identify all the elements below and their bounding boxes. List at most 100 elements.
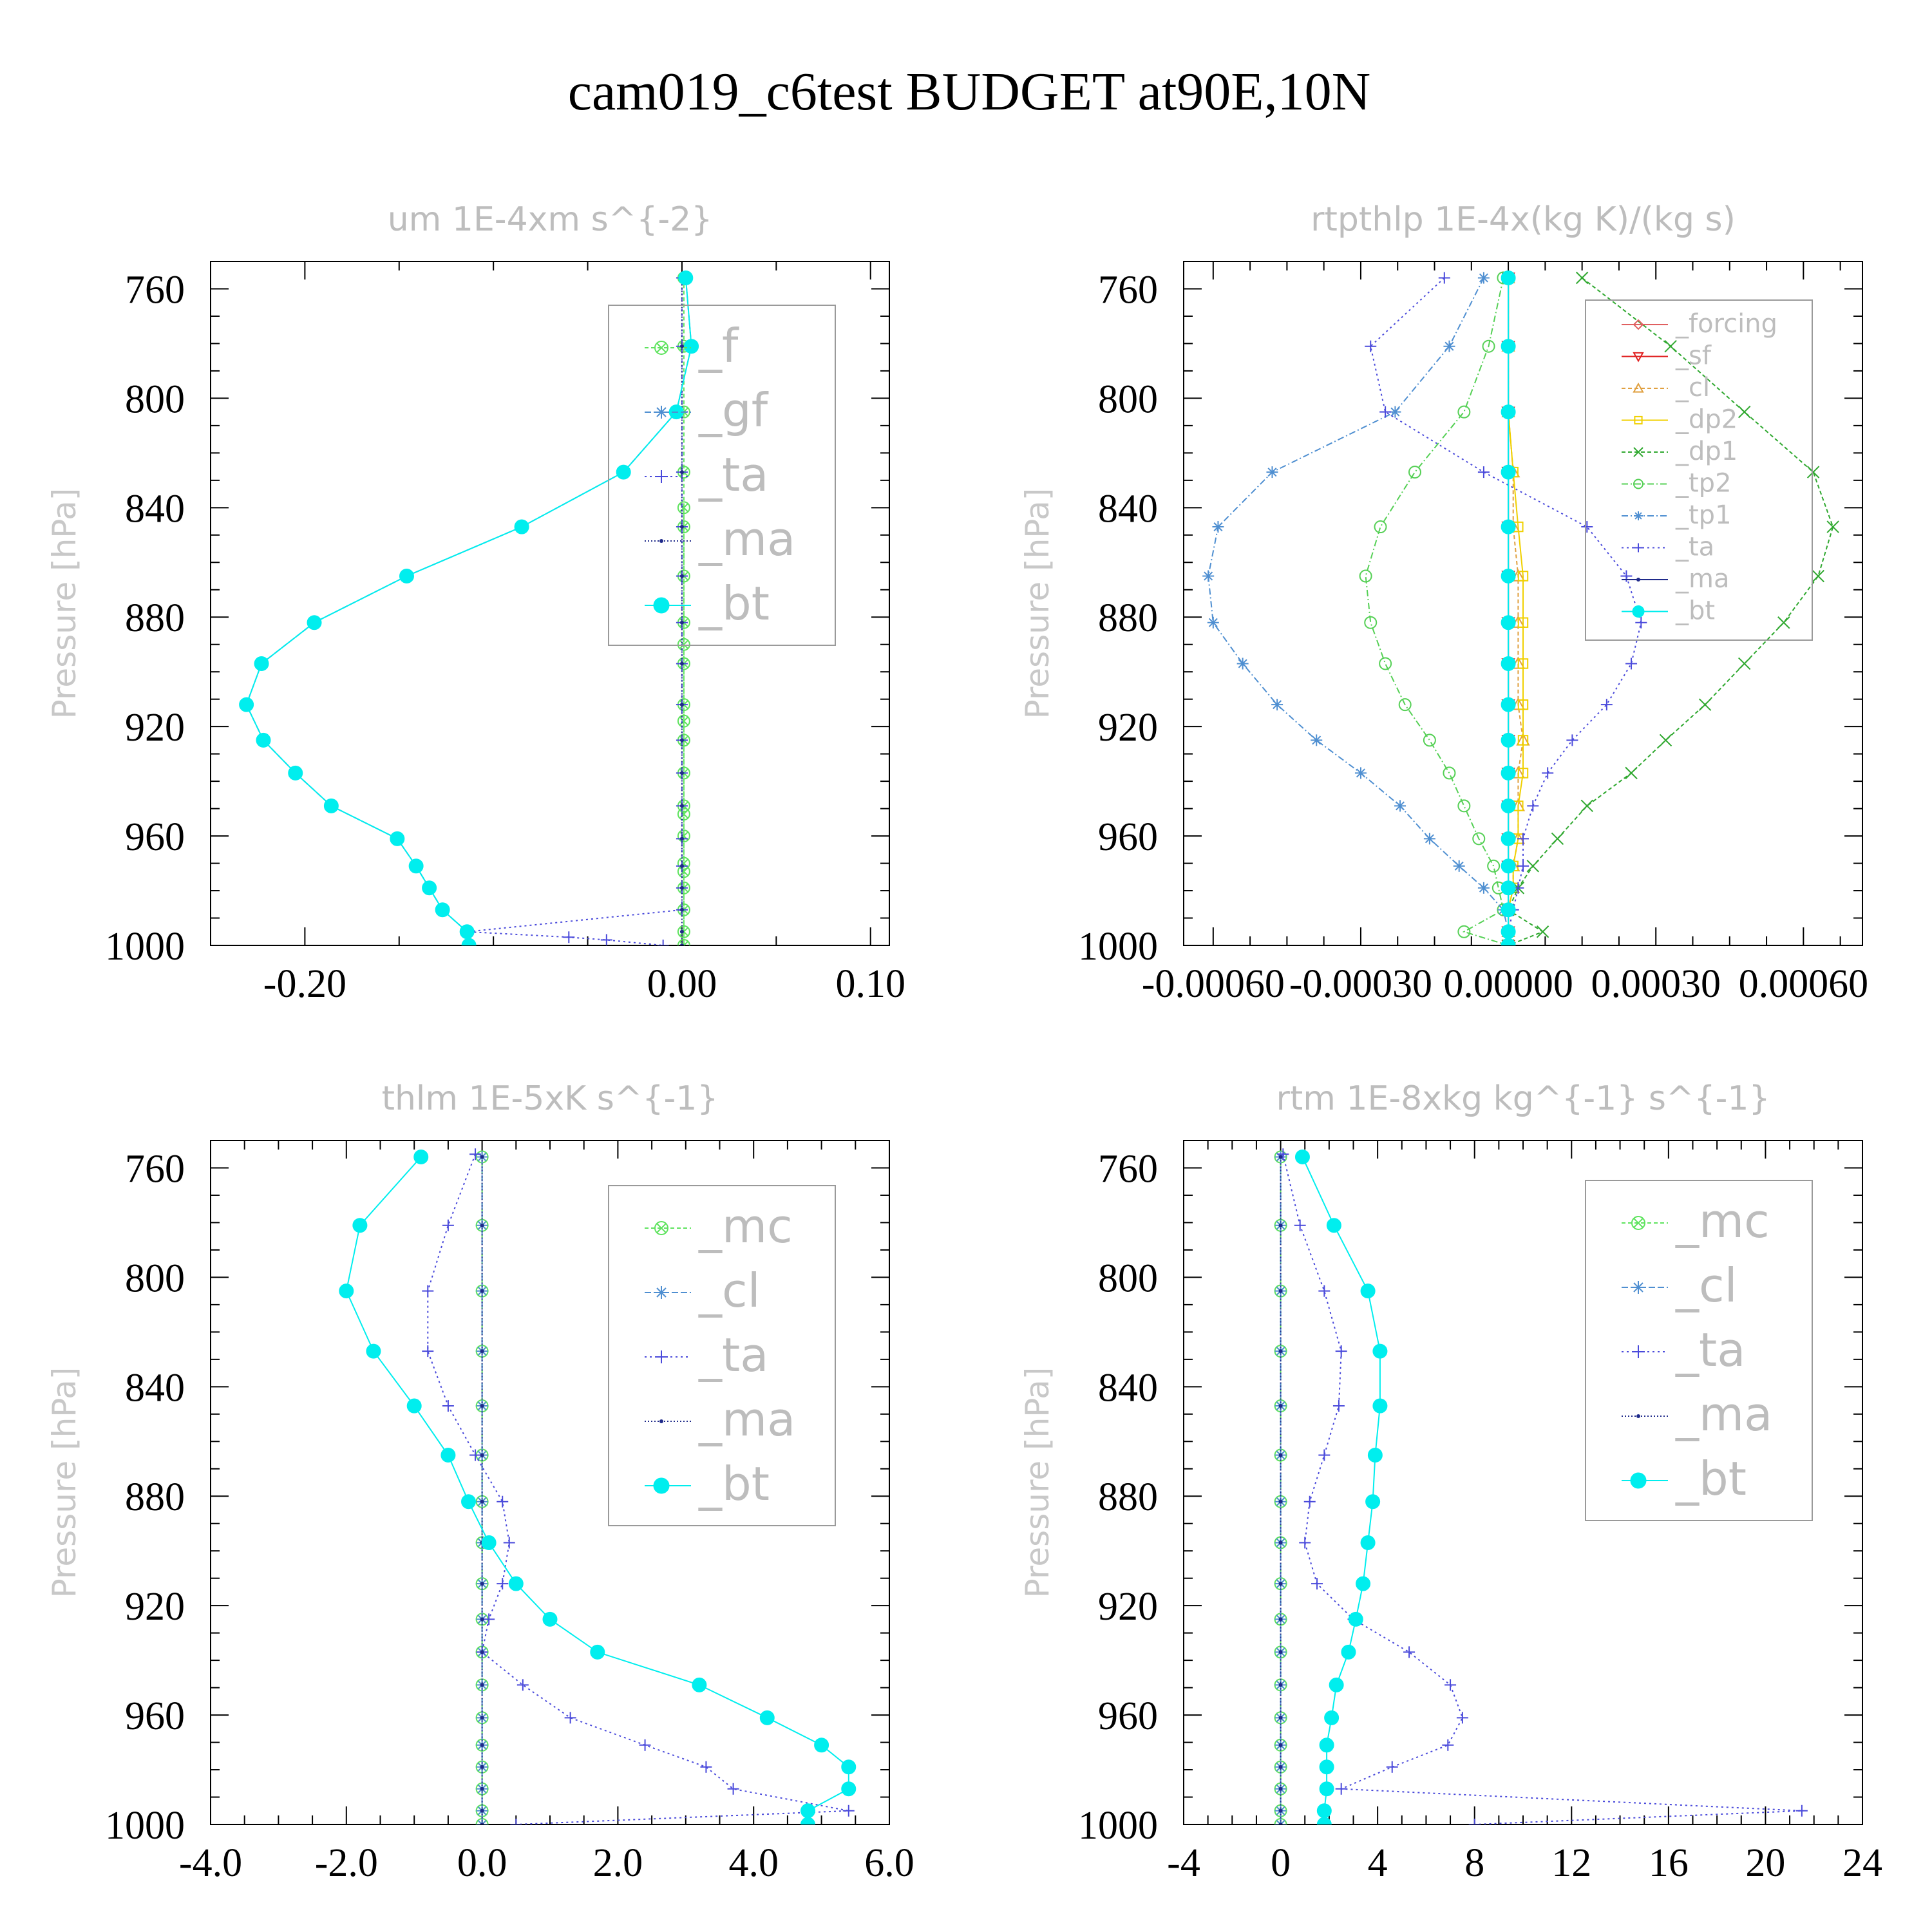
- data-point: [679, 771, 684, 775]
- data-point: [1379, 406, 1392, 418]
- data-point: [481, 1535, 497, 1550]
- legend-marker: [1634, 543, 1643, 553]
- legend-marker: [653, 597, 670, 614]
- y-tick-label: 800: [125, 1256, 185, 1300]
- legend: _f _gf _ta _ma _bt: [608, 305, 836, 646]
- y-tick-label: 960: [1098, 815, 1158, 859]
- data-point: [497, 1495, 509, 1508]
- data-point: [1278, 1289, 1283, 1293]
- y-tick-label: 880: [125, 1475, 185, 1519]
- data-point: [1501, 656, 1516, 671]
- data-point: [563, 931, 575, 943]
- legend-entry: _ta: [645, 448, 768, 502]
- x-tick-label: 24: [1842, 1841, 1882, 1885]
- data-point: [503, 1537, 515, 1549]
- legend-label: _bt: [698, 576, 770, 630]
- data-point: [1278, 1223, 1283, 1227]
- data-point: [1356, 1576, 1371, 1591]
- data-point: [510, 1819, 522, 1824]
- data-point: [1527, 800, 1539, 812]
- data-point: [1386, 1761, 1398, 1773]
- data-point: [1600, 699, 1613, 711]
- data-point: [1517, 735, 1529, 746]
- y-tick-label: 1000: [105, 1804, 185, 1848]
- y-axis-label: Pressure [hPa]: [1019, 1367, 1056, 1598]
- series-bt: [1294, 1149, 1388, 1824]
- y-tick-label: 840: [125, 487, 185, 531]
- data-point: [352, 1218, 368, 1233]
- data-point: [1443, 340, 1455, 352]
- data-point: [692, 1677, 707, 1692]
- legend-label: _ta: [1675, 533, 1714, 562]
- data-point: [1806, 466, 1820, 478]
- data-point: [1278, 1808, 1283, 1813]
- data-point: [1277, 1148, 1289, 1160]
- data-point: [1698, 698, 1712, 711]
- series-line: [1370, 277, 1642, 945]
- data-point: [406, 1398, 422, 1414]
- legend-entry: _dp2: [1622, 405, 1738, 435]
- data-point: [1360, 1283, 1376, 1299]
- legend-label: _mc: [698, 1199, 793, 1253]
- legend-marker: [1633, 478, 1643, 489]
- data-point: [1795, 1804, 1808, 1817]
- data-point: [422, 880, 437, 896]
- data-point: [1468, 1819, 1481, 1824]
- data-point: [1457, 925, 1471, 938]
- data-point: [1438, 272, 1450, 284]
- data-point: [1319, 1781, 1334, 1797]
- data-point: [1472, 832, 1486, 846]
- legend-marker: [655, 470, 668, 483]
- legend-label: _cl: [1675, 1258, 1738, 1312]
- series-bt: [1501, 270, 1516, 945]
- y-axis-label: Pressure [hPa]: [1019, 488, 1056, 719]
- data-point: [814, 1738, 829, 1753]
- data-point: [1398, 698, 1412, 712]
- data-point: [1335, 1345, 1347, 1358]
- data-point: [1517, 658, 1529, 669]
- data-point: [1311, 1578, 1323, 1590]
- x-tick-label: -2.0: [315, 1841, 378, 1885]
- legend-entry: _sf: [1622, 341, 1712, 371]
- legend-box: [608, 305, 836, 646]
- x-tick-label: 0.00: [647, 962, 717, 1006]
- data-point: [1501, 765, 1516, 781]
- data-point: [480, 1499, 484, 1504]
- x-tick-label: 16: [1649, 1841, 1689, 1885]
- legend-entry: _cl: [1622, 1258, 1738, 1312]
- data-point: [1365, 1494, 1381, 1510]
- data-point: [1566, 734, 1578, 746]
- plot-area: [339, 1148, 857, 1824]
- y-tick-label: 800: [125, 377, 185, 421]
- data-point: [677, 939, 690, 945]
- data-point: [413, 1149, 429, 1164]
- legend-marker: [1632, 605, 1645, 618]
- data-point: [1501, 924, 1516, 940]
- plot-area: [1202, 270, 1839, 945]
- data-point: [480, 1808, 484, 1813]
- series-f: [677, 271, 690, 945]
- series-ta: [422, 1148, 855, 1824]
- data-point: [480, 1786, 484, 1791]
- data-point: [1575, 271, 1589, 285]
- legend-marker: [655, 406, 668, 419]
- data-point: [461, 1494, 477, 1510]
- data-point: [480, 1223, 484, 1227]
- series-bt: [239, 270, 699, 945]
- y-tick-label: 880: [1098, 596, 1158, 640]
- y-tick-label: 760: [125, 1147, 185, 1191]
- x-tick-label: -0.00030: [1289, 962, 1432, 1006]
- x-tick-label: 0.10: [835, 962, 905, 1006]
- y-tick-label: 1000: [105, 925, 185, 969]
- data-point: [1372, 1343, 1388, 1359]
- data-point: [1517, 699, 1529, 710]
- data-point: [679, 574, 684, 578]
- data-point: [1403, 1646, 1416, 1658]
- data-point: [1348, 1611, 1363, 1627]
- legend-box: [1585, 1180, 1813, 1521]
- data-point: [1625, 766, 1638, 780]
- data-point: [1389, 406, 1401, 418]
- data-point: [679, 943, 684, 945]
- data-point: [480, 1349, 484, 1354]
- x-tick-label: 0.0: [457, 1841, 507, 1885]
